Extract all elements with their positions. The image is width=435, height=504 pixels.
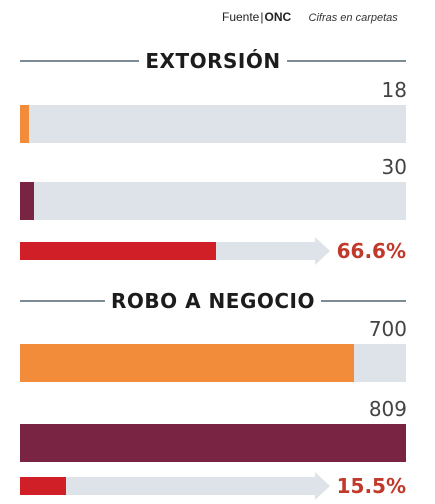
bar-b (20, 182, 34, 220)
value-label-a: 700 (368, 317, 407, 341)
change-percent: 15.5% (336, 474, 406, 498)
change-arrow-row: 66.6% (20, 237, 406, 265)
change-bar (20, 242, 216, 260)
bar-a (20, 105, 29, 143)
title-rule-left (20, 60, 140, 62)
value-label-b: 809 (368, 397, 407, 421)
value-label-b: 30 (381, 155, 407, 179)
bar-track (20, 105, 406, 143)
change-arrow (20, 237, 330, 265)
change-percent: 66.6% (336, 239, 406, 263)
source-credit: Fuente|ONC Cifras en carpetas (222, 10, 398, 24)
change-arrow-row: 15.5% (20, 472, 406, 500)
chart-title: EXTORSIÓN (145, 49, 281, 73)
bar-track (20, 424, 406, 462)
source-org: ONC (264, 10, 292, 24)
bar-track (20, 344, 406, 382)
section-title-extorsion: EXTORSIÓN (20, 49, 406, 73)
source-separator: | (260, 10, 264, 24)
title-rule-right (286, 60, 406, 62)
change-arrow (20, 472, 330, 500)
bar-track (20, 182, 406, 220)
change-bar (20, 477, 66, 495)
arrow-shape (20, 472, 330, 500)
source-label: Fuente (222, 10, 260, 24)
value-label-a: 18 (381, 78, 407, 102)
title-rule-left (20, 300, 105, 302)
title-rule-right (321, 300, 406, 302)
bar-b (20, 424, 406, 462)
source-note: Cifras en carpetas (308, 12, 398, 24)
section-title-robo: ROBO A NEGOCIO (20, 289, 406, 313)
bar-a (20, 344, 354, 382)
chart-title: ROBO A NEGOCIO (111, 289, 315, 313)
